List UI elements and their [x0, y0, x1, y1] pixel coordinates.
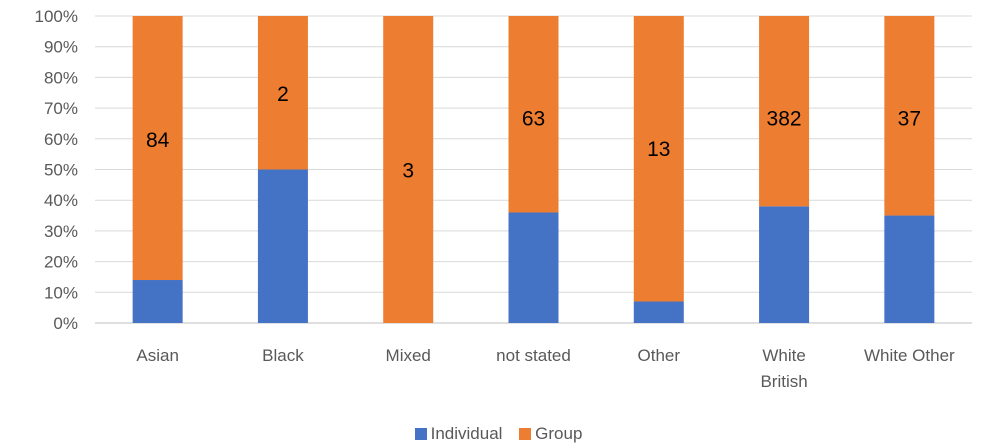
- y-tick-label: 20%: [44, 253, 78, 272]
- data-label: 3: [402, 160, 414, 183]
- x-tick-label-line: Other: [638, 346, 681, 365]
- bar-group: [257, 16, 308, 170]
- bar-individual: [633, 301, 684, 323]
- stacked-bar-chart: 0% 10% 20% 30% 40% 50% 60% 70% 80% 90% 100% Asian B…: [35, 7, 972, 391]
- bar-group: [884, 16, 935, 216]
- bar-group: [132, 16, 183, 281]
- x-tick-label: Black: [262, 346, 304, 365]
- bar-group: [759, 16, 810, 207]
- bar-group: [508, 16, 559, 213]
- legend-label-individual: Individual: [430, 424, 503, 443]
- data-label: 13: [647, 138, 670, 161]
- x-tick-label: not stated: [496, 346, 571, 365]
- legend-label-group: Group: [535, 424, 583, 443]
- legend-item-group: Group: [519, 424, 582, 444]
- legend-swatch-individual: [414, 428, 427, 440]
- y-tick-label: 30%: [44, 222, 78, 241]
- x-tick-label: Mixed: [386, 346, 431, 365]
- legend-item-individual: Individual: [414, 424, 503, 444]
- x-tick-label-line: Asian: [136, 346, 179, 365]
- y-tick-label: 100%: [35, 7, 78, 26]
- bar-individual: [257, 169, 308, 323]
- x-tick-label-line: Mixed: [386, 346, 431, 365]
- y-tick-label: 40%: [44, 191, 78, 210]
- bar-individual: [884, 215, 935, 323]
- x-tick-label-line: White Other: [864, 346, 955, 365]
- data-label: 63: [522, 107, 545, 130]
- y-tick-label: 0%: [53, 314, 78, 333]
- data-label: 37: [898, 107, 921, 130]
- y-tick-label: 10%: [44, 283, 78, 302]
- y-tick-label: 90%: [44, 38, 78, 57]
- x-tick-label-line: Black: [262, 346, 304, 365]
- bar-group: [633, 16, 684, 302]
- y-tick-label: 60%: [44, 130, 78, 149]
- bar-group: [383, 16, 434, 323]
- bars: [132, 16, 935, 323]
- legend: Individual Group: [0, 424, 997, 445]
- x-tick-label: Other: [638, 346, 681, 365]
- bar-individual: [759, 206, 810, 323]
- x-tick-label: White Other: [864, 346, 955, 365]
- y-tick-label: 70%: [44, 99, 78, 118]
- x-tick-label-line: White: [762, 346, 805, 365]
- y-tick-label: 50%: [44, 161, 78, 180]
- data-label: 382: [767, 107, 802, 130]
- x-axis: Asian Black Mixed not stated Other White Briti…: [136, 346, 955, 391]
- legend-swatch-group: [519, 428, 532, 440]
- data-labels: 84 2 3 63 13 382 37: [146, 83, 921, 183]
- x-tick-label-line: British: [760, 372, 807, 391]
- y-axis: 0% 10% 20% 30% 40% 50% 60% 70% 80% 90% 100%: [35, 7, 78, 333]
- bar-individual: [132, 280, 183, 323]
- x-tick-label-line: not stated: [496, 346, 571, 365]
- y-tick-label: 80%: [44, 68, 78, 87]
- bar-individual: [508, 212, 559, 323]
- x-tick-label: Asian: [136, 346, 179, 365]
- data-label: 84: [146, 129, 170, 152]
- x-tick-label: White British: [760, 346, 807, 391]
- data-label: 2: [277, 83, 289, 106]
